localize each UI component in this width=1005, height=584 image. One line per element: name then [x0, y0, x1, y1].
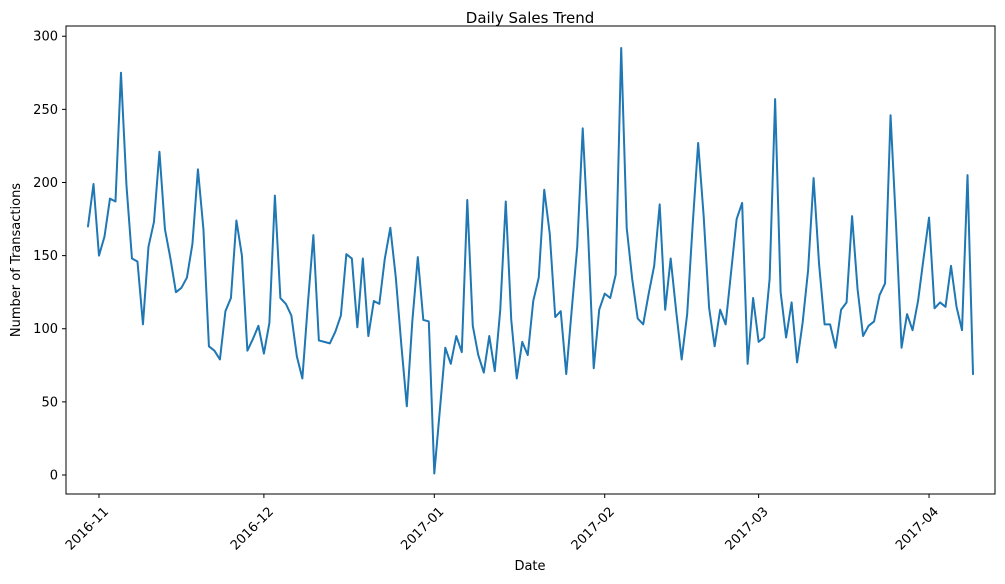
- y-axis-label: Number of Transactions: [9, 183, 24, 337]
- y-tick-label: 250: [33, 103, 58, 118]
- x-tick-label: 2016-11: [63, 504, 112, 553]
- x-tick-label: 2017-02: [569, 504, 618, 553]
- y-tick-label: 100: [33, 322, 58, 337]
- x-tick-label: 2016-12: [228, 504, 277, 553]
- x-axis-ticks: 2016-11 2016-12 2017-01 2017-02 2017-03 2017-…: [63, 494, 942, 553]
- y-tick-label: 50: [41, 395, 58, 410]
- x-tick-label: 2017-04: [893, 504, 942, 553]
- series-line: [86, 46, 975, 475]
- y-tick-label: 150: [33, 249, 58, 264]
- y-axis-ticks: 0 50 100 150 200 250 300: [33, 30, 66, 483]
- x-tick-label: 2017-03: [723, 504, 772, 553]
- y-tick-label: 0: [50, 468, 58, 483]
- x-tick-label: 2017-01: [398, 504, 447, 553]
- y-tick-label: 300: [33, 30, 58, 45]
- plot-frame: [65, 25, 996, 495]
- chart-title: Daily Sales Trend: [466, 9, 594, 27]
- y-tick-label: 200: [33, 176, 58, 191]
- x-axis-label: Date: [514, 559, 545, 574]
